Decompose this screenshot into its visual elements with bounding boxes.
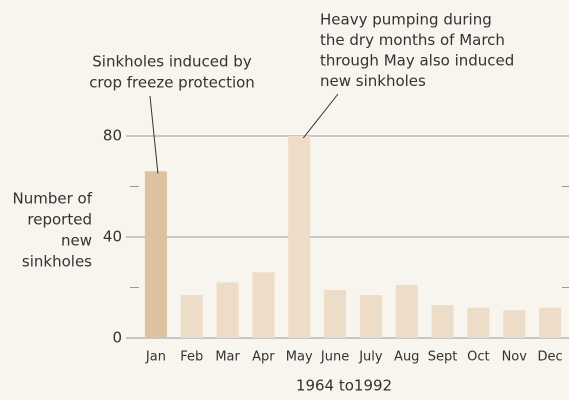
y-axis-label: reported bbox=[27, 211, 92, 229]
bar bbox=[539, 307, 562, 338]
bar bbox=[324, 290, 347, 338]
y-axis-label: sinkholes bbox=[22, 253, 92, 271]
annotation: Sinkholes induced by bbox=[92, 53, 252, 71]
bar bbox=[395, 284, 418, 338]
annotation: Heavy pumping during bbox=[320, 11, 492, 29]
bar bbox=[359, 295, 382, 338]
x-tick-label: Dec bbox=[538, 350, 563, 365]
x-tick-label: Nov bbox=[502, 350, 528, 365]
y-tick-label: 0 bbox=[112, 329, 122, 347]
y-tick-label: 80 bbox=[103, 127, 122, 145]
bar bbox=[216, 282, 239, 338]
x-tick-label: Feb bbox=[180, 350, 203, 365]
annotation: new sinkholes bbox=[320, 72, 426, 90]
x-tick-label: Oct bbox=[467, 350, 489, 365]
x-tick-label: May bbox=[286, 350, 313, 365]
bar bbox=[252, 272, 275, 338]
x-tick-label: July bbox=[358, 350, 383, 365]
x-tick-label: Jan bbox=[145, 350, 166, 365]
x-tick-label: Mar bbox=[215, 350, 240, 365]
annotation: through May also induced bbox=[320, 52, 514, 70]
bar bbox=[288, 136, 311, 338]
bar bbox=[503, 310, 526, 338]
bar bbox=[467, 307, 490, 338]
x-tick-label: Apr bbox=[252, 350, 275, 365]
annotation: crop freeze protection bbox=[89, 74, 255, 92]
y-tick-label: 40 bbox=[103, 228, 122, 246]
x-axis-label: 1964 to1992 bbox=[296, 377, 392, 395]
x-tick-label: Aug bbox=[394, 350, 419, 365]
annotation: the dry months of March bbox=[320, 31, 505, 49]
leader-line bbox=[302, 93, 339, 139]
y-axis-label: Number of bbox=[13, 190, 93, 208]
bar bbox=[144, 171, 167, 338]
bar bbox=[431, 305, 454, 338]
x-tick-label: June bbox=[320, 350, 349, 365]
x-tick-label: Sept bbox=[428, 350, 458, 365]
leader-line bbox=[149, 95, 159, 174]
bar bbox=[180, 295, 203, 338]
y-axis-label: new bbox=[61, 232, 92, 250]
